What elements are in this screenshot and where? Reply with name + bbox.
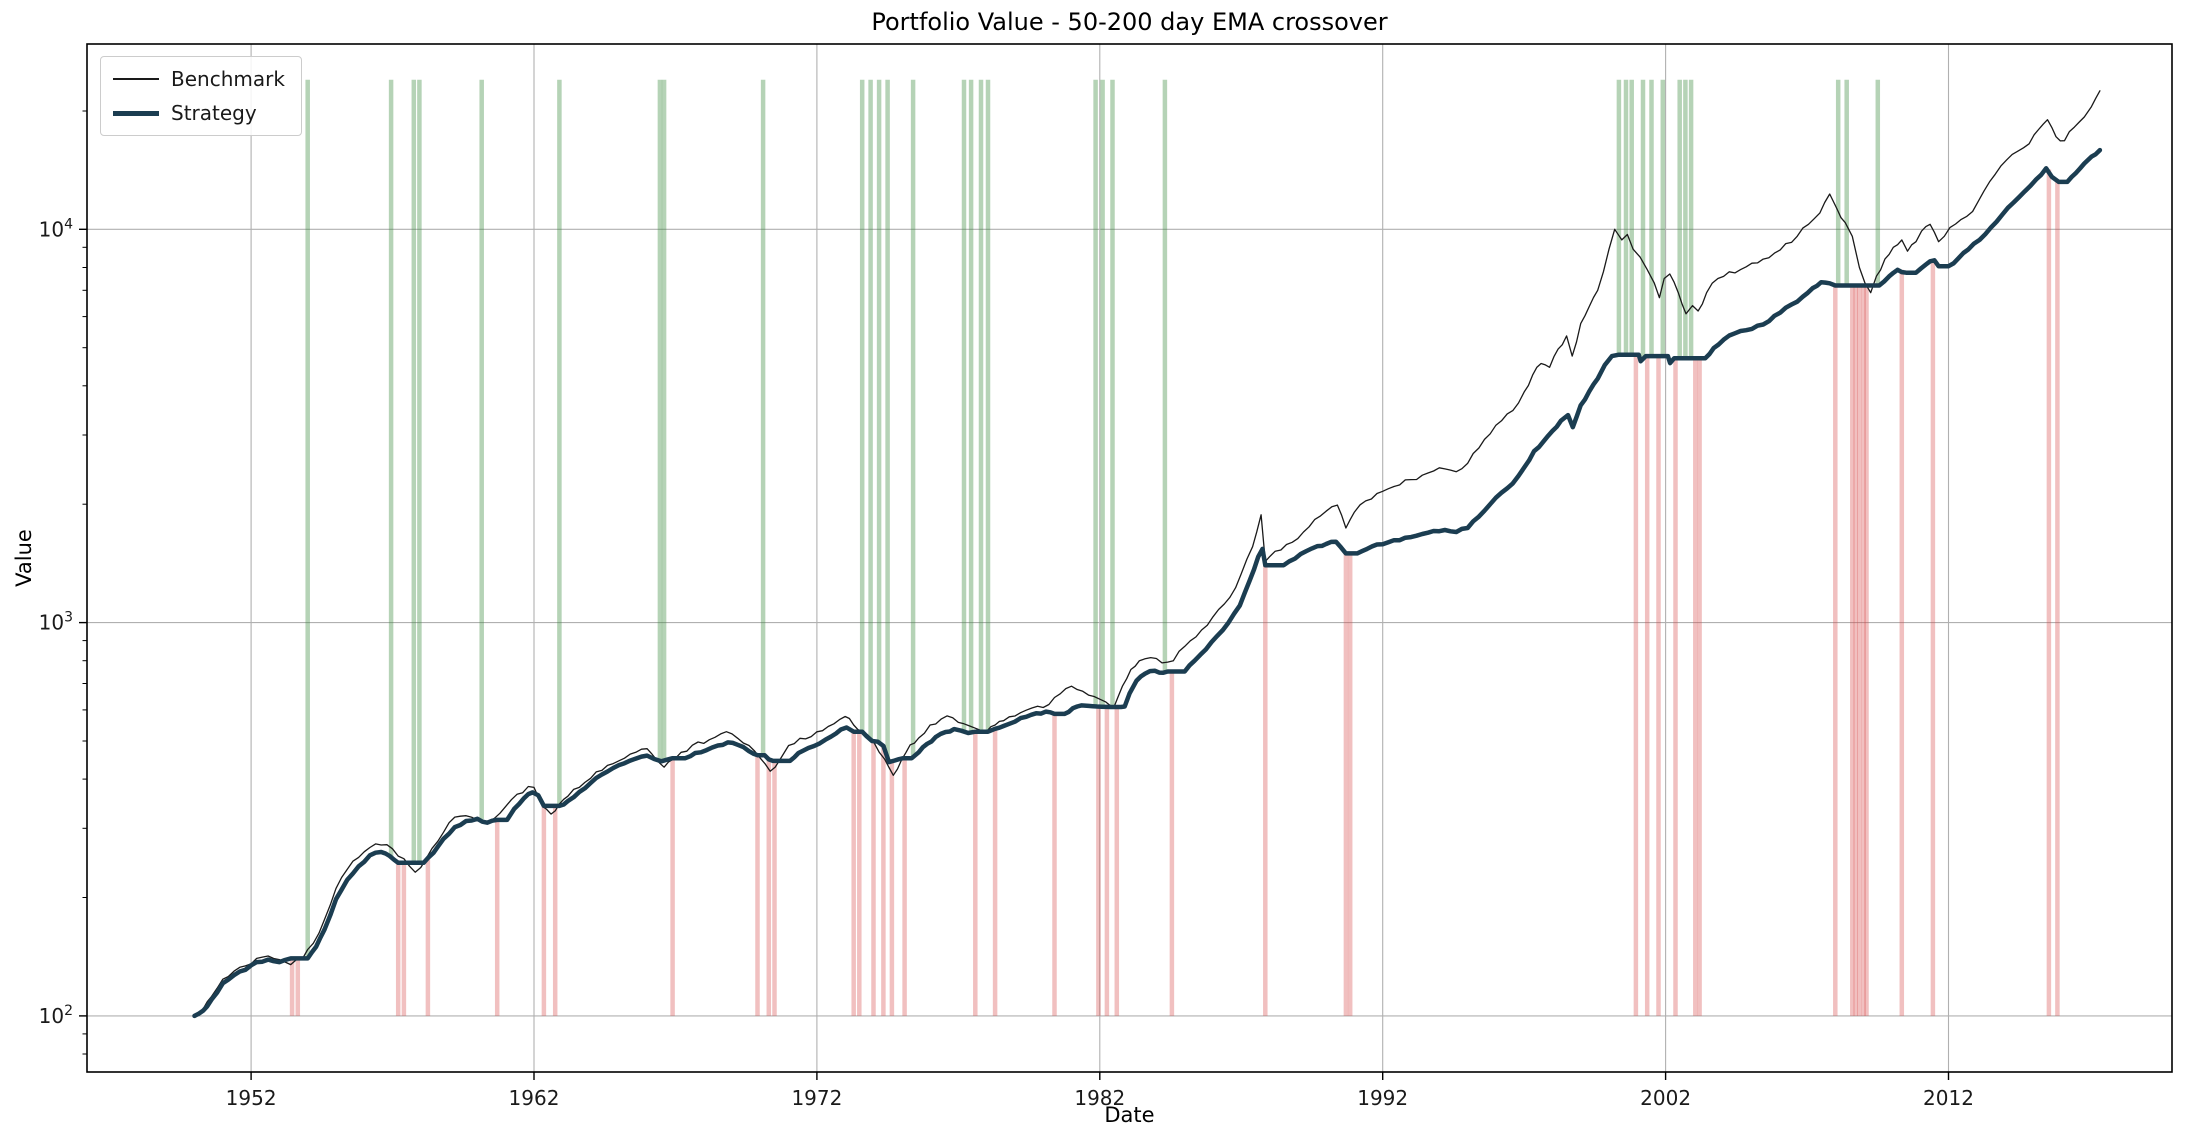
legend-item-benchmark: Benchmark xyxy=(113,67,285,91)
x-axis-label: Date xyxy=(1104,1103,1155,1127)
svg-text:103: 103 xyxy=(39,610,73,635)
axes-frame xyxy=(86,43,2173,1073)
svg-text:104: 104 xyxy=(39,216,73,241)
x-axis-ticks xyxy=(250,1072,1950,1080)
buy-signals xyxy=(305,79,1881,959)
svg-text:2002: 2002 xyxy=(1640,1086,1691,1110)
benchmark-line xyxy=(193,90,2101,1017)
y-axis-label: Value xyxy=(12,529,36,587)
legend-item-strategy: Strategy xyxy=(113,101,285,125)
x-tick-labels: 1952 1962 1972 1982 1992 2002 2012 xyxy=(226,1086,1974,1110)
strategy-line xyxy=(192,147,2103,1019)
svg-text:1982: 1982 xyxy=(1074,1086,1125,1110)
grid xyxy=(87,44,2172,1072)
y-tick-labels: 102 103 104 xyxy=(39,216,73,1028)
svg-text:2012: 2012 xyxy=(1923,1086,1974,1110)
legend-label-strategy: Strategy xyxy=(171,101,257,125)
sell-signals xyxy=(289,169,2060,1016)
y-axis-minor-ticks xyxy=(82,110,87,1055)
svg-text:1962: 1962 xyxy=(509,1086,560,1110)
legend-label-benchmark: Benchmark xyxy=(171,67,285,91)
svg-text:102: 102 xyxy=(39,1003,73,1028)
svg-text:1952: 1952 xyxy=(226,1086,277,1110)
plot-background xyxy=(87,44,2172,1072)
svg-text:1992: 1992 xyxy=(1357,1086,1408,1110)
y-axis-ticks xyxy=(79,228,87,1017)
legend: Benchmark Strategy xyxy=(100,56,302,136)
chart-title: Portfolio Value - 50-200 day EMA crossov… xyxy=(871,8,1388,36)
strategy-line-sample xyxy=(113,110,159,116)
benchmark-line-sample xyxy=(113,78,159,80)
svg-text:1972: 1972 xyxy=(791,1086,842,1110)
